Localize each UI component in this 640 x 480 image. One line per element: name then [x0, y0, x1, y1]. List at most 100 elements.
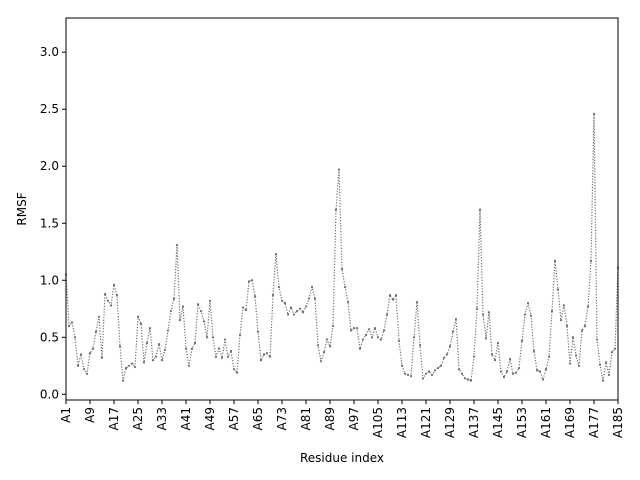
data-point: [220, 356, 224, 359]
data-point: [391, 298, 395, 301]
data-point: [130, 362, 134, 365]
data-point: [574, 354, 578, 357]
data-point: [166, 329, 170, 332]
data-point: [133, 365, 137, 369]
data-point: [373, 327, 377, 330]
data-point: [421, 377, 425, 380]
data-point: [307, 297, 311, 300]
x-tick-label: A81: [299, 407, 313, 430]
data-point: [388, 293, 392, 297]
data-point: [106, 299, 110, 302]
data-point: [556, 288, 560, 291]
data-point: [442, 356, 446, 359]
data-point: [76, 364, 80, 367]
data-point: [430, 373, 434, 377]
data-point: [586, 305, 590, 308]
data-point: [271, 293, 275, 297]
y-axis-ticks: 0.0 0.5 1.0 1.5 2.0 2.5 3.0: [40, 45, 66, 401]
data-point: [328, 345, 332, 348]
x-tick-label: A9: [83, 407, 97, 423]
data-point: [490, 353, 494, 356]
data-point: [331, 324, 335, 327]
data-point: [121, 379, 125, 382]
x-tick-label: A177: [587, 407, 601, 438]
data-point: [346, 300, 350, 304]
data-point: [508, 357, 512, 361]
data-point: [418, 344, 422, 347]
data-point: [433, 369, 437, 372]
data-point: [583, 324, 587, 327]
data-point: [238, 333, 242, 337]
data-point: [301, 311, 305, 314]
data-point: [250, 279, 254, 282]
data-point: [214, 355, 218, 358]
data-point: [523, 313, 527, 316]
series-line: [65, 113, 619, 382]
data-point: [538, 370, 542, 373]
data-point: [424, 372, 428, 375]
data-point: [568, 362, 572, 365]
data-point: [547, 355, 551, 358]
y-tick-label: 0.0: [40, 387, 59, 401]
x-tick-label: A41: [179, 407, 193, 430]
data-point: [517, 366, 521, 370]
x-tick-label: A33: [155, 407, 169, 430]
data-point: [127, 364, 131, 367]
data-point: [211, 336, 215, 339]
x-tick-label: A73: [275, 407, 289, 430]
x-tick-label: A105: [371, 407, 385, 438]
data-point: [514, 371, 518, 374]
data-point: [553, 259, 557, 262]
data-point: [187, 364, 191, 367]
data-point: [145, 341, 149, 345]
data-point: [109, 304, 113, 307]
data-point: [601, 379, 605, 382]
data-point: [97, 315, 101, 318]
data-point: [280, 299, 284, 302]
data-point: [460, 372, 464, 375]
data-point: [406, 373, 410, 377]
data-point: [157, 343, 161, 346]
data-point: [154, 355, 158, 358]
data-point: [550, 309, 554, 313]
data-point: [205, 336, 209, 339]
data-point: [199, 309, 203, 313]
data-point: [229, 349, 233, 353]
data-point: [319, 360, 323, 363]
data-point: [259, 358, 263, 362]
data-point: [196, 303, 200, 306]
y-tick-label: 1.5: [40, 216, 59, 230]
data-point: [463, 377, 467, 380]
data-point: [577, 364, 581, 367]
data-point: [70, 321, 74, 324]
data-point: [178, 319, 182, 322]
plot-area: [64, 112, 620, 382]
data-point: [409, 374, 413, 378]
data-point: [379, 338, 383, 341]
data-point: [484, 337, 488, 340]
y-axis-label: RMSF: [15, 192, 29, 225]
data-point: [469, 379, 473, 382]
data-point: [475, 307, 479, 310]
data-point: [610, 351, 614, 354]
x-tick-label: A145: [491, 407, 505, 438]
data-point: [292, 313, 296, 316]
data-point: [436, 366, 440, 370]
y-tick-label: 1.0: [40, 273, 59, 287]
data-point: [262, 353, 266, 356]
data-point: [595, 338, 599, 341]
data-point: [274, 252, 278, 256]
data-point: [400, 364, 404, 367]
data-point: [454, 317, 458, 321]
data-point: [265, 352, 269, 355]
data-point: [304, 305, 308, 308]
x-axis-ticks: A1 A9 A17 A25 A33 A41 A49 A57 A65 A73 A81 A89 A97 A10…: [59, 400, 625, 438]
data-point: [529, 314, 533, 317]
data-point: [382, 329, 386, 332]
data-point: [202, 320, 206, 323]
data-point: [73, 336, 77, 339]
data-point: [313, 297, 317, 300]
data-point: [160, 358, 164, 362]
x-tick-label: A137: [467, 407, 481, 438]
